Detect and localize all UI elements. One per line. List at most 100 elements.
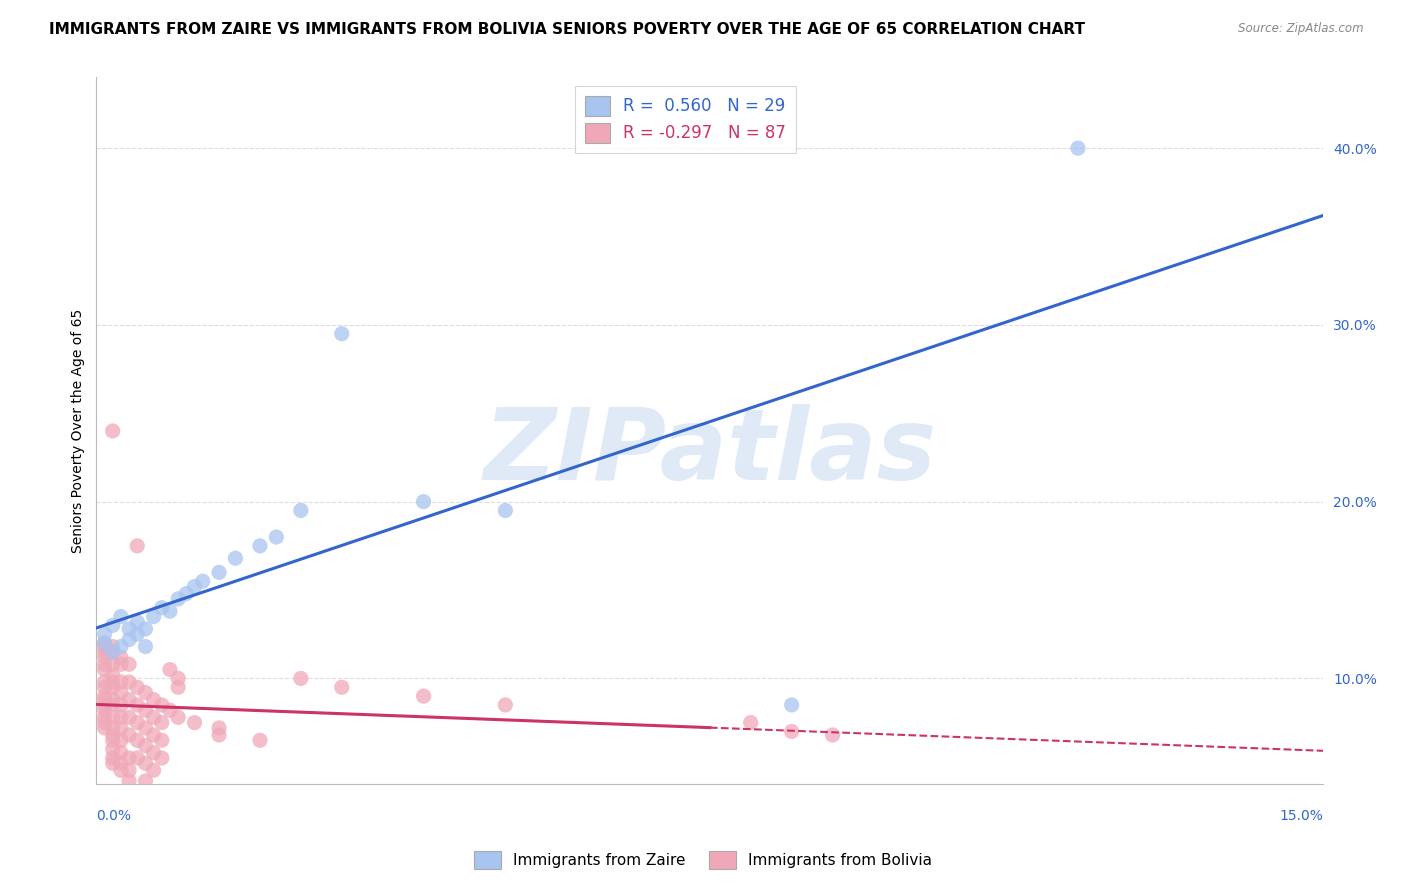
Point — [142, 710, 165, 724]
Point — [159, 663, 181, 677]
Point — [110, 764, 132, 778]
Point — [780, 724, 803, 739]
Point — [110, 733, 132, 747]
Point — [494, 503, 516, 517]
Point — [134, 685, 156, 699]
Point — [127, 680, 149, 694]
Point — [101, 742, 124, 756]
Point — [110, 685, 132, 699]
Point — [118, 675, 141, 690]
Point — [110, 657, 132, 672]
Point — [142, 728, 165, 742]
Point — [118, 773, 141, 788]
Point — [101, 675, 124, 690]
Point — [93, 650, 115, 665]
Point — [150, 600, 173, 615]
Point — [208, 566, 231, 580]
Text: 15.0%: 15.0% — [1279, 809, 1323, 823]
Point — [93, 663, 115, 677]
Point — [330, 680, 353, 694]
Point — [142, 692, 165, 706]
Point — [127, 698, 149, 712]
Point — [101, 668, 124, 682]
Point — [101, 645, 124, 659]
Point — [150, 715, 173, 730]
Point — [208, 721, 231, 735]
Point — [93, 692, 115, 706]
Point — [150, 733, 173, 747]
Point — [127, 627, 149, 641]
Point — [134, 640, 156, 654]
Point — [159, 703, 181, 717]
Point — [110, 721, 132, 735]
Point — [412, 689, 434, 703]
Point — [101, 657, 124, 672]
Point — [1067, 141, 1090, 155]
Point — [134, 721, 156, 735]
Point — [330, 326, 353, 341]
Point — [127, 539, 149, 553]
Point — [110, 698, 132, 712]
Point — [118, 692, 141, 706]
Point — [127, 615, 149, 629]
Point — [101, 733, 124, 747]
Point — [110, 710, 132, 724]
Point — [101, 728, 124, 742]
Point — [118, 710, 141, 724]
Point — [118, 751, 141, 765]
Point — [127, 733, 149, 747]
Point — [290, 503, 312, 517]
Point — [290, 672, 312, 686]
Point — [101, 698, 124, 712]
Point — [118, 764, 141, 778]
Point — [93, 721, 115, 735]
Point — [412, 494, 434, 508]
Point — [134, 739, 156, 753]
Point — [93, 675, 115, 690]
Point — [142, 746, 165, 760]
Point — [167, 710, 190, 724]
Point — [101, 424, 124, 438]
Point — [134, 773, 156, 788]
Point — [93, 645, 115, 659]
Point — [118, 632, 141, 647]
Point — [740, 715, 762, 730]
Point — [183, 715, 205, 730]
Point — [127, 751, 149, 765]
Point — [101, 618, 124, 632]
Point — [93, 627, 115, 641]
Point — [93, 636, 115, 650]
Point — [150, 751, 173, 765]
Point — [118, 657, 141, 672]
Text: 0.0%: 0.0% — [97, 809, 131, 823]
Point — [167, 672, 190, 686]
Point — [93, 689, 115, 703]
Legend: R =  0.560   N = 29, R = -0.297   N = 87: R = 0.560 N = 29, R = -0.297 N = 87 — [575, 86, 796, 153]
Point — [134, 703, 156, 717]
Point — [150, 698, 173, 712]
Point — [167, 591, 190, 606]
Point — [118, 622, 141, 636]
Point — [101, 756, 124, 771]
Point — [110, 746, 132, 760]
Point — [101, 692, 124, 706]
Point — [176, 586, 198, 600]
Point — [110, 675, 132, 690]
Point — [101, 680, 124, 694]
Point — [93, 698, 115, 712]
Point — [110, 609, 132, 624]
Point — [110, 640, 132, 654]
Point — [101, 645, 124, 659]
Point — [191, 574, 214, 589]
Point — [110, 756, 132, 771]
Y-axis label: Seniors Poverty Over the Age of 65: Seniors Poverty Over the Age of 65 — [72, 309, 86, 553]
Point — [134, 622, 156, 636]
Point — [110, 650, 132, 665]
Point — [118, 728, 141, 742]
Point — [127, 715, 149, 730]
Point — [249, 539, 271, 553]
Point — [93, 636, 115, 650]
Point — [93, 680, 115, 694]
Point — [249, 733, 271, 747]
Point — [93, 657, 115, 672]
